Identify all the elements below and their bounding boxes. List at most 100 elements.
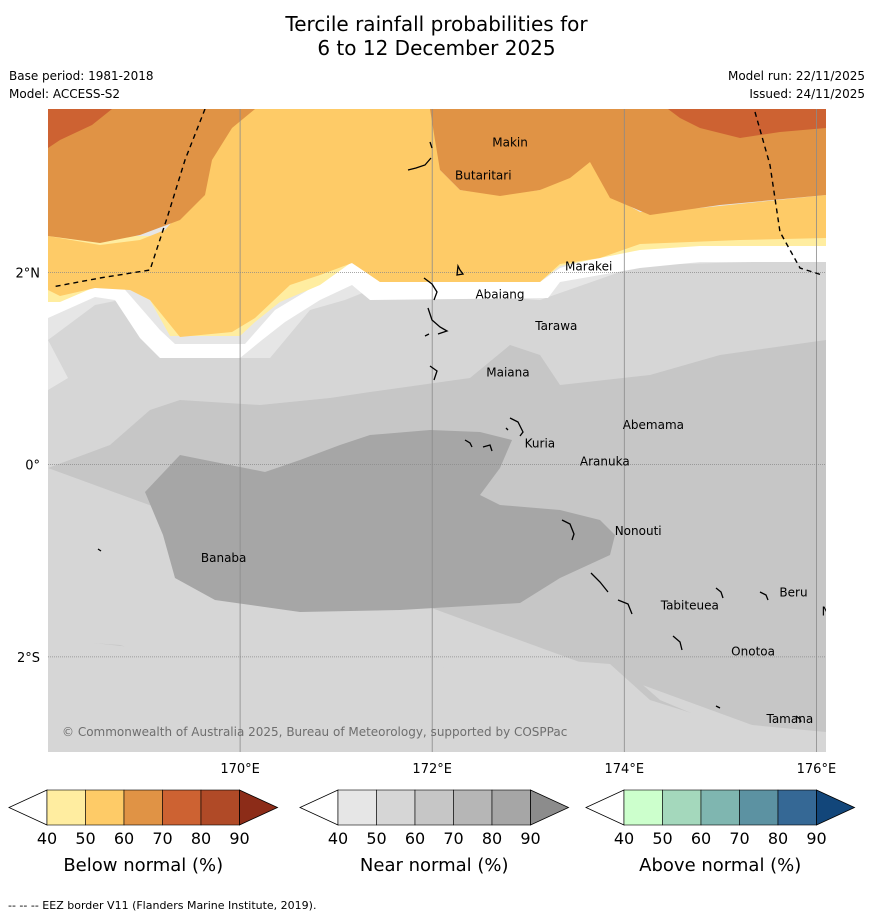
colorbar-tick-label: 70 — [729, 829, 749, 848]
place-label: Tabiteuea — [660, 599, 719, 613]
near-normal-lower-band — [48, 638, 826, 752]
lon-tick-label: 176°E — [797, 762, 837, 777]
place-label: Abemama — [623, 418, 684, 432]
colorbar-segment — [123, 789, 163, 826]
eez-border-east — [754, 111, 823, 276]
colorbar-segment — [200, 789, 240, 826]
colorbar-segment — [662, 789, 702, 826]
colorbar-extend-low — [585, 789, 625, 826]
lon-tick-label: 174°E — [605, 762, 645, 777]
lat-tick-label: 0° — [25, 459, 40, 474]
island-tabiteuea-south — [617, 599, 633, 615]
island-outlines — [97, 141, 802, 723]
place-label: Butaritari — [455, 168, 512, 182]
eez-border-west — [51, 109, 206, 288]
place-label: Tarawa — [534, 319, 577, 333]
meta-right: Model run: 22/11/2025 Issued: 24/11/2025 — [728, 67, 865, 103]
colorbar-tick-label: 80 — [482, 829, 502, 848]
graticule — [48, 109, 826, 752]
island-aranuka — [482, 444, 493, 452]
colorbar-tick-label: 90 — [520, 829, 540, 848]
island-tarawa — [427, 307, 449, 335]
title-line-1: Tercile rainfall probabilities for — [285, 12, 588, 36]
colorbars: 40 50 60 70 80 90 Below normal (%) 40 50 60 70 80 90… — [8, 789, 856, 876]
island-maiana — [429, 365, 438, 381]
place-label: Marakei — [565, 259, 612, 273]
chart-title: Tercile rainfall probabilities for 6 to … — [0, 12, 873, 60]
colorbar-tick-label: 50 — [652, 829, 672, 848]
island-arorae — [795, 715, 802, 723]
island-abemama — [509, 417, 524, 437]
colorbar-tick-label: 50 — [366, 829, 386, 848]
copyright-notice: © Commonwealth of Australia 2025, Bureau… — [62, 725, 567, 739]
island-kuria — [464, 439, 473, 448]
meta-left: Base period: 1981-2018 Model: ACCESS-S2 — [9, 67, 154, 103]
below-normal-60-region — [48, 109, 255, 243]
colorbar-tick-label: 90 — [806, 829, 826, 848]
colorbar-tick-label: 80 — [768, 829, 788, 848]
below-normal-70-region-east — [668, 109, 826, 138]
colorbar-title: Near normal (%) — [360, 855, 509, 876]
colorbar-extend-low — [299, 789, 339, 826]
colorbar-title: Below normal (%) — [63, 855, 223, 876]
below-normal-60-region-north — [430, 109, 826, 215]
island-nikunau — [759, 591, 769, 601]
colorbar-3: 40 50 60 70 80 90 Above normal (%) — [585, 789, 856, 876]
colorbar-segment — [623, 789, 663, 826]
colorbar-segment — [453, 789, 493, 826]
place-label: Maiana — [486, 365, 529, 379]
model-run: Model run: 22/11/2025 — [727, 69, 865, 83]
white-gap-band — [48, 240, 826, 358]
island-makin — [429, 141, 433, 149]
place-label: Makin — [492, 136, 528, 150]
island-nonouti — [561, 519, 575, 541]
island-tamana — [715, 705, 721, 709]
place-labels: Makin Butaritari Marakei Abaiang Tarawa Maian… — [201, 136, 873, 740]
island-marakei — [456, 263, 465, 276]
island-butaritari — [407, 157, 432, 171]
footer-note: -- -- -- EEZ border V11 (Flanders Marine… — [8, 899, 317, 912]
lon-tick-label: 172°E — [412, 762, 452, 777]
colorbar-tick-label: 50 — [75, 829, 95, 848]
below-normal-70-region-west — [48, 109, 112, 148]
colorbar-segment — [491, 789, 531, 826]
title-line-2: 6 to 12 December 2025 — [317, 36, 556, 60]
below-normal-50-region — [48, 109, 826, 337]
colorbar-tick-label: 60 — [405, 829, 425, 848]
issued-date: Issued: 24/11/2025 — [749, 87, 865, 101]
colorbar-segment — [414, 789, 454, 826]
colorbar-segment — [162, 789, 202, 826]
colorbar-tick-label: 90 — [229, 829, 249, 848]
base-period: Base period: 1981-2018 — [9, 69, 154, 83]
colorbar-tick-label: 40 — [37, 829, 57, 848]
island-banaba — [97, 548, 102, 552]
near-normal-70-region — [145, 430, 615, 612]
island-abemama-islet — [505, 427, 509, 431]
colorbar-tick-label: 40 — [614, 829, 634, 848]
place-label: Abaiang — [475, 288, 524, 302]
place-label: Kuria — [525, 437, 556, 451]
place-label: Nonouti — [615, 524, 662, 538]
colorbar-1: 40 50 60 70 80 90 Below normal (%) — [8, 789, 279, 876]
colorbar-tick-label: 60 — [691, 829, 711, 848]
axis-labels: 170°E 172°E 174°E 176°E 2°N 0° 2°S — [16, 266, 837, 777]
colorbar-extend-high — [239, 789, 279, 826]
colorbar-segment — [85, 789, 125, 826]
model-name: Model: ACCESS-S2 — [9, 87, 121, 101]
island-beru — [715, 587, 724, 599]
place-label: Banaba — [201, 551, 247, 565]
place-label: Nikunau — [822, 604, 871, 618]
colorbar-extend-high — [530, 789, 570, 826]
colorbar-segment — [337, 789, 377, 826]
probability-field: Makin Butaritari Marakei Abaiang Tarawa Maian… — [48, 109, 873, 752]
island-onotoa — [672, 635, 683, 651]
colorbar-tick-label: 60 — [114, 829, 134, 848]
colorbar-2: 40 50 60 70 80 90 Near normal (%) — [299, 789, 570, 876]
lat-tick-label: 2°S — [17, 651, 40, 666]
colorbar-tick-label: 40 — [328, 829, 348, 848]
place-label: Arorae — [853, 726, 873, 740]
place-label: Onotoa — [731, 645, 775, 659]
lat-tick-label: 2°N — [16, 266, 41, 281]
place-label: Beru — [779, 585, 807, 599]
